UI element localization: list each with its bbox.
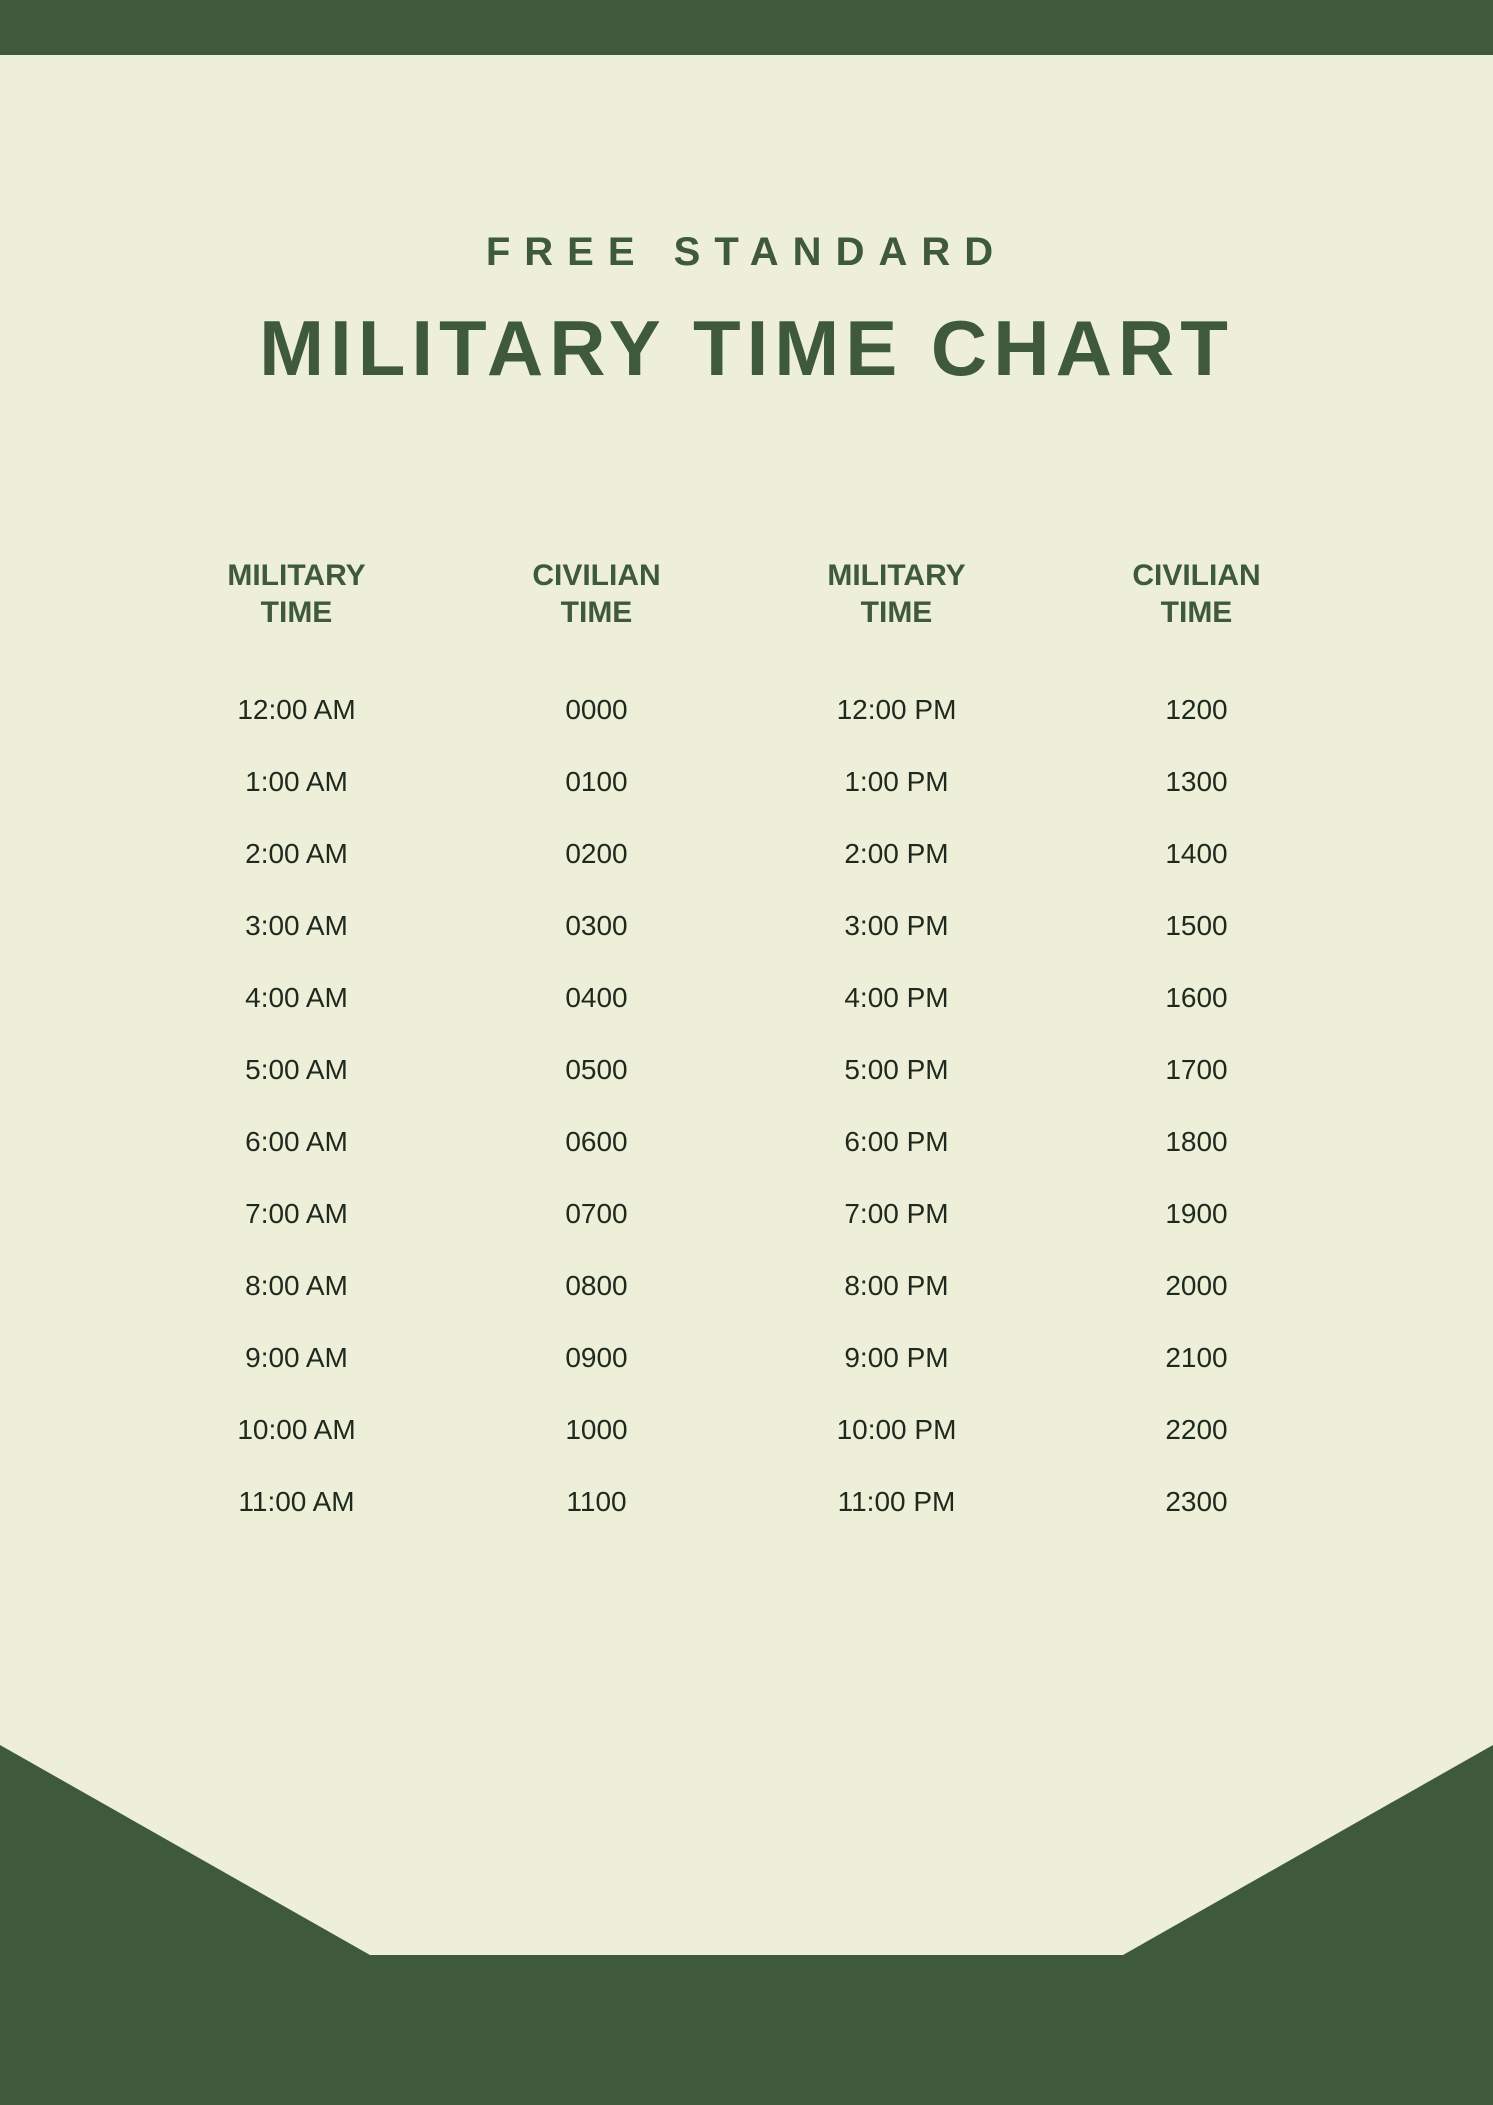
column-header-line: TIME (157, 594, 437, 632)
table-cell: 1500 (1057, 890, 1337, 962)
table-cell: 8:00 AM (157, 1250, 437, 1322)
table-cell: 1200 (1057, 674, 1337, 746)
table-cell: 0200 (457, 818, 737, 890)
table-cell: 2100 (1057, 1322, 1337, 1394)
table-cell: 3:00 AM (157, 890, 437, 962)
page-title: MILITARY TIME CHART (0, 303, 1493, 394)
column-header-line: TIME (1057, 594, 1337, 632)
column-header-line: CIVILIAN (457, 557, 737, 595)
table-cell: 3:00 PM (757, 890, 1037, 962)
table-cell: 0500 (457, 1034, 737, 1106)
page-subtitle: FREE STANDARD (0, 230, 1493, 275)
table-cell: 10:00 AM (157, 1394, 437, 1466)
table-cell: 11:00 PM (757, 1466, 1037, 1538)
time-chart-table: MILITARYTIMECIVILIANTIMEMILITARYTIMECIVI… (157, 554, 1337, 1538)
bottom-shape-decoration (0, 1745, 1493, 2105)
table-cell: 7:00 PM (757, 1178, 1037, 1250)
table-cell: 5:00 PM (757, 1034, 1037, 1106)
column-header-line: MILITARY (157, 557, 437, 595)
table-cell: 0800 (457, 1250, 737, 1322)
table-cell: 0600 (457, 1106, 737, 1178)
table-cell: 0100 (457, 746, 737, 818)
table-cell: 1000 (457, 1394, 737, 1466)
table-cell: 2200 (1057, 1394, 1337, 1466)
table-cell: 6:00 AM (157, 1106, 437, 1178)
table-cell: 9:00 AM (157, 1322, 437, 1394)
table-cell: 1600 (1057, 962, 1337, 1034)
table-cell: 1:00 AM (157, 746, 437, 818)
table-cell: 1800 (1057, 1106, 1337, 1178)
column-header-line: TIME (457, 594, 737, 632)
table-cell: 12:00 PM (757, 674, 1037, 746)
table-cell: 0900 (457, 1322, 737, 1394)
table-cell: 4:00 AM (157, 962, 437, 1034)
column-header-line: CIVILIAN (1057, 557, 1337, 595)
content-area: FREE STANDARD MILITARY TIME CHART MILITA… (0, 0, 1493, 1538)
table-cell: 1900 (1057, 1178, 1337, 1250)
table-cell: 0000 (457, 674, 737, 746)
table-cell: 0700 (457, 1178, 737, 1250)
table-cell: 1100 (457, 1466, 737, 1538)
table-cell: 2:00 AM (157, 818, 437, 890)
table-cell: 5:00 AM (157, 1034, 437, 1106)
table-cell: 7:00 AM (157, 1178, 437, 1250)
table-cell: 1:00 PM (757, 746, 1037, 818)
table-cell: 8:00 PM (757, 1250, 1037, 1322)
table-cell: 1400 (1057, 818, 1337, 890)
table-cell: 12:00 AM (157, 674, 437, 746)
table-cell: 1700 (1057, 1034, 1337, 1106)
table-cell: 11:00 AM (157, 1466, 437, 1538)
column-header: MILITARYTIME (157, 554, 437, 634)
table-cell: 4:00 PM (757, 962, 1037, 1034)
column-header-line: TIME (757, 594, 1037, 632)
column-header: CIVILIANTIME (457, 554, 737, 634)
table-cell: 0400 (457, 962, 737, 1034)
table-cell: 9:00 PM (757, 1322, 1037, 1394)
table-cell: 0300 (457, 890, 737, 962)
table-cell: 6:00 PM (757, 1106, 1037, 1178)
table-cell: 2:00 PM (757, 818, 1037, 890)
table-cell: 2300 (1057, 1466, 1337, 1538)
column-header: CIVILIANTIME (1057, 554, 1337, 634)
column-header-line: MILITARY (757, 557, 1037, 595)
table-cell: 2000 (1057, 1250, 1337, 1322)
column-header: MILITARYTIME (757, 554, 1037, 634)
table-cell: 1300 (1057, 746, 1337, 818)
table-cell: 10:00 PM (757, 1394, 1037, 1466)
